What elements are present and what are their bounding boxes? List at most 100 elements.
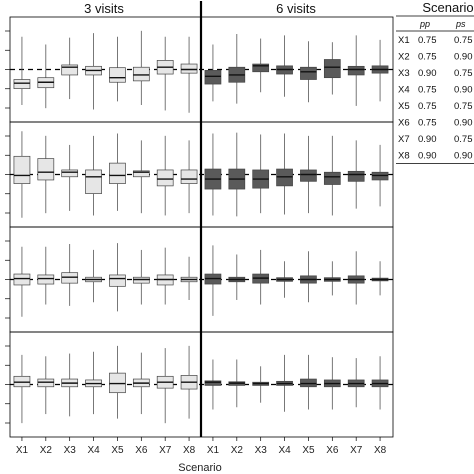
box-iqr	[132, 170, 150, 178]
table-row: X2 0.75 0.90	[398, 52, 473, 63]
table-row: X4 0.75 0.90	[398, 85, 473, 96]
box-6-visits-X1	[204, 44, 222, 102]
table-cell: 0.75	[418, 85, 437, 96]
box-6-visits-X4	[276, 133, 293, 215]
table-cell: 0.75	[418, 52, 437, 63]
table-row: X5 0.75 0.75	[398, 101, 473, 112]
box-6-visits-X8	[371, 39, 389, 102]
table-cell: 0.75	[418, 35, 437, 46]
box-iqr	[132, 66, 150, 82]
box-6-visits-X5	[300, 354, 317, 410]
table-cell: 0.90	[418, 68, 437, 79]
box-3-visits-X3	[61, 144, 79, 211]
box-3-visits-X4	[85, 249, 102, 303]
x-tick-label-X5: X5	[111, 445, 124, 456]
box-3-visits-X7	[156, 247, 174, 305]
box-6-visits-X8	[371, 356, 389, 410]
box-6-visits-X4	[276, 261, 293, 298]
box-3-visits-X1	[13, 246, 31, 317]
box-iqr	[109, 274, 126, 287]
box-6-visits-X2	[228, 34, 246, 104]
table-cell: X5	[398, 101, 410, 112]
box-3-visits-X4	[85, 351, 102, 415]
box-6-visits-X5	[300, 251, 317, 303]
box-3-visits-X2	[37, 356, 55, 415]
panel-2	[5, 121, 394, 228]
table-row: X6 0.75 0.90	[398, 118, 473, 129]
box-6-visits-X4	[276, 35, 293, 97]
box-iqr	[347, 170, 365, 182]
x-tick-label-X4: X4	[87, 445, 100, 456]
box-3-visits-X5	[109, 36, 126, 102]
panel-1	[5, 16, 394, 123]
box-3-visits-X1	[13, 354, 31, 424]
box-3-visits-X4	[85, 135, 102, 216]
table-cell: X1	[398, 35, 410, 46]
box-6-visits-X7	[347, 140, 365, 209]
table-cell: 0.75	[454, 35, 473, 46]
table-cell: 0.90	[418, 151, 437, 162]
box-iqr	[37, 158, 55, 181]
table-cell: X6	[398, 118, 410, 129]
box-iqr	[180, 63, 198, 74]
box-6-visits-X6	[323, 357, 341, 410]
box-3-visits-X7	[156, 135, 174, 216]
x-tick-label-X1: X1	[16, 445, 29, 456]
box-3-visits-X5	[109, 345, 126, 419]
box-iqr	[13, 155, 31, 184]
box-6-visits-X6	[323, 42, 341, 95]
scenario-table: Scenario pp ps X1 0.75 0.75 X2 0.75 0.90 X3 0.90 0.…	[396, 0, 474, 164]
box-iqr	[61, 64, 79, 76]
box-3-visits-X2	[37, 135, 55, 214]
box-6-visits-X5	[300, 41, 317, 103]
box-6-visits-X8	[371, 261, 389, 296]
table-cell: X7	[398, 134, 410, 145]
x-tick-label-X5: X5	[302, 445, 315, 456]
x-tick-label-X6: X6	[326, 445, 339, 456]
box-iqr	[204, 380, 222, 386]
box-3-visits-X8	[180, 345, 198, 419]
box-3-visits-X8	[180, 256, 198, 300]
box-3-visits-X2	[37, 246, 55, 305]
x-tick-label-X6: X6	[135, 445, 148, 456]
box-6-visits-X1	[204, 245, 222, 316]
box-iqr	[204, 70, 222, 85]
x-tick-label-X8: X8	[374, 445, 387, 456]
table-cell: X2	[398, 52, 410, 63]
plot-panels	[5, 1, 394, 438]
x-tick-labels: X1 X2 X3 X4 X5 X6 X7 X8 X1 X2 X3 X4 X5 X6 X7 X8	[16, 437, 387, 456]
box-6-visits-X7	[347, 35, 365, 106]
header-3-visits: 3 visits	[84, 1, 124, 16]
box-3-visits-X7	[156, 36, 174, 111]
box-3-visits-X5	[109, 133, 126, 211]
table-row: X8 0.90 0.90	[398, 151, 473, 162]
x-tick-label-X1: X1	[207, 445, 220, 456]
table-cell: 0.90	[454, 52, 473, 63]
x-tick-label-X2: X2	[231, 445, 244, 456]
box-3-visits-X6	[132, 30, 150, 105]
x-tick-label-X7: X7	[159, 445, 172, 456]
box-3-visits-X6	[132, 249, 150, 305]
box-3-visits-X5	[109, 243, 126, 312]
table-title: Scenario	[422, 0, 473, 15]
box-6-visits-X1	[204, 359, 222, 410]
box-3-visits-X8	[180, 36, 198, 113]
box-6-visits-X7	[347, 358, 365, 408]
table-cell: 0.75	[454, 101, 473, 112]
x-tick-label-X3: X3	[64, 445, 77, 456]
box-iqr	[109, 67, 126, 83]
box-6-visits-X3	[252, 366, 270, 403]
box-iqr	[323, 171, 341, 185]
box-3-visits-X1	[13, 131, 31, 218]
box-3-visits-X4	[85, 33, 102, 110]
box-iqr	[347, 65, 365, 76]
box-6-visits-X2	[228, 132, 246, 217]
box-iqr	[13, 79, 31, 89]
box-3-visits-X8	[180, 140, 198, 214]
table-cell: 0.75	[454, 134, 473, 145]
box-6-visits-X3	[252, 134, 270, 214]
table-cell: 0.75	[418, 118, 437, 129]
table-col-pp: pp	[419, 19, 430, 29]
box-6-visits-X5	[300, 135, 317, 214]
